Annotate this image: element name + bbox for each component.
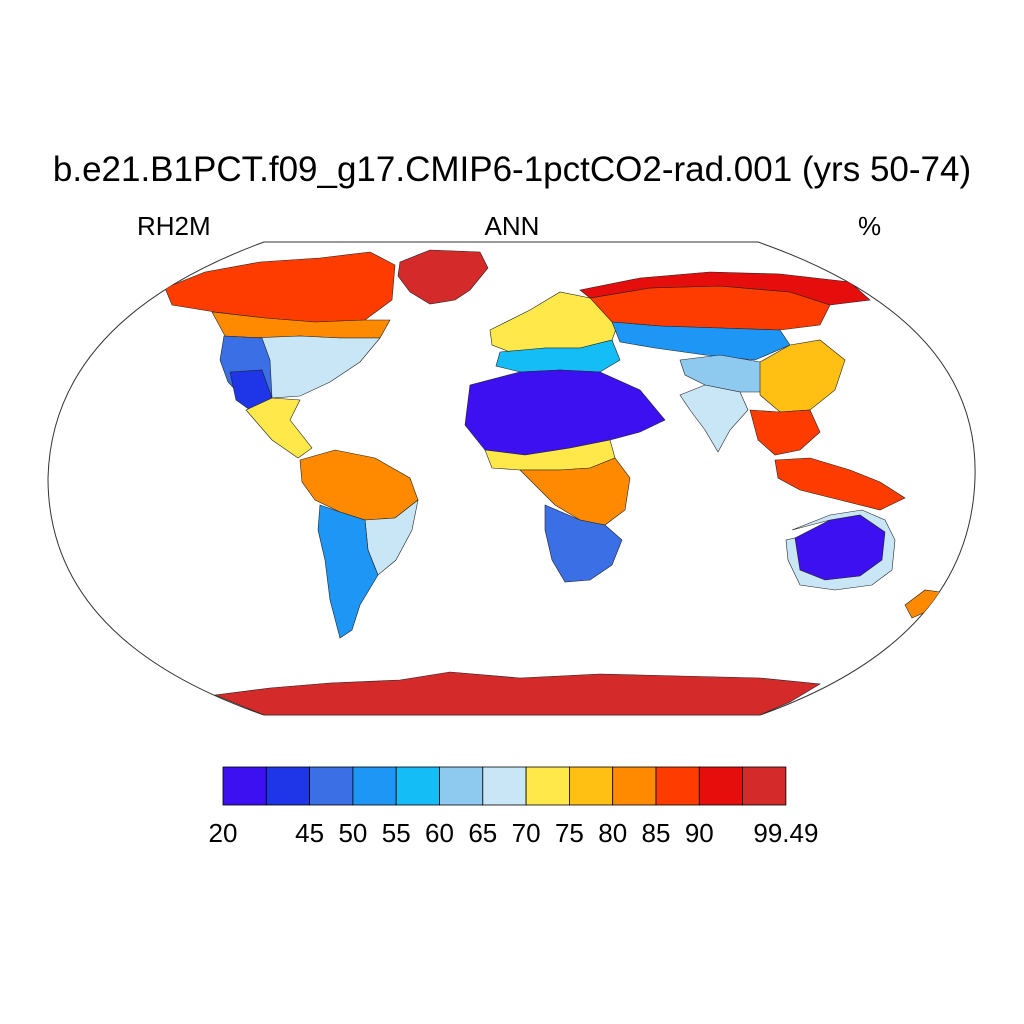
colorbar-tick-label: 80 bbox=[598, 818, 627, 848]
season-label: ANN bbox=[484, 211, 540, 241]
colorbar-tick-label: 55 bbox=[382, 818, 411, 848]
region-east-asia bbox=[759, 339, 846, 413]
colorbar-box bbox=[439, 766, 484, 806]
region-siberia-arctic bbox=[579, 271, 871, 306]
colorbar-tick-label: 70 bbox=[512, 818, 541, 848]
region-mexico-central-america bbox=[245, 397, 313, 459]
region-central-africa bbox=[519, 457, 631, 526]
colorbar-tick-label: 90 bbox=[685, 818, 714, 848]
colorbar-box bbox=[655, 766, 700, 806]
colorbar-box bbox=[309, 766, 354, 806]
units-label: % bbox=[858, 211, 882, 241]
region-antarctica bbox=[213, 671, 821, 715]
region-mediterranean bbox=[495, 339, 621, 373]
colorbar-tick-label: 50 bbox=[338, 818, 367, 848]
colorbar-box bbox=[569, 766, 614, 806]
colorbar-box bbox=[395, 766, 440, 806]
region-central-asia bbox=[611, 321, 791, 361]
region-andes-south-america-south bbox=[317, 504, 379, 639]
colorbar-box bbox=[482, 766, 527, 806]
region-southern-africa bbox=[544, 504, 623, 583]
colorbar-tick-label: 99.49 bbox=[753, 818, 818, 848]
colorbar-box bbox=[612, 766, 657, 806]
colorbar-box bbox=[742, 766, 787, 806]
region-india bbox=[679, 384, 749, 453]
colorbar-box bbox=[698, 766, 743, 806]
colorbar-tick-label: 65 bbox=[468, 818, 497, 848]
colorbar-tick-label: 20 bbox=[209, 818, 238, 848]
plot-title: b.e21.B1PCT.f09_g17.CMIP6-1pctCO2-rad.00… bbox=[52, 150, 972, 189]
region-australia-coast bbox=[785, 509, 896, 591]
colorbar-tick-label: 75 bbox=[555, 818, 584, 848]
variable-label: RH2M bbox=[137, 211, 211, 241]
colorbar-tick-label: 85 bbox=[642, 818, 671, 848]
region-north-america-arctic bbox=[164, 251, 396, 323]
colorbar-tick-label: 60 bbox=[425, 818, 454, 848]
region-greenland bbox=[397, 249, 489, 305]
colorbar-box bbox=[525, 766, 570, 806]
region-southeast-asia bbox=[749, 409, 821, 456]
colorbar-tick-label: 45 bbox=[295, 818, 324, 848]
colorbar-box bbox=[352, 766, 397, 806]
colorbar-box bbox=[222, 766, 267, 806]
colorbar-box bbox=[265, 766, 310, 806]
region-maritime-continent bbox=[774, 457, 906, 511]
